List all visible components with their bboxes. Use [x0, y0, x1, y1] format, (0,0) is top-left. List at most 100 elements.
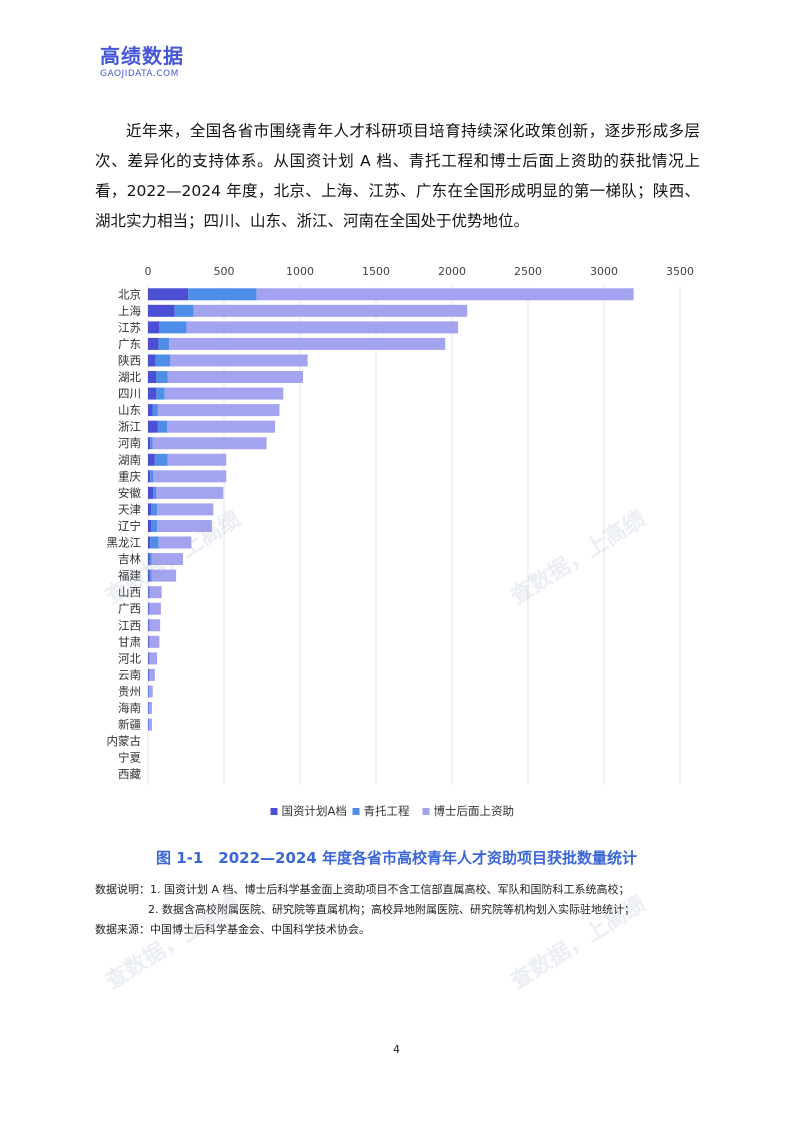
bar-segment — [148, 652, 149, 665]
bar-segment — [151, 553, 183, 566]
bar-segment — [148, 553, 150, 566]
bar-segment — [149, 569, 152, 582]
y-category-label: 上海 — [118, 304, 141, 318]
bar-segment — [167, 420, 275, 433]
y-category-label: 山东 — [118, 403, 141, 417]
bar-segment — [148, 536, 151, 549]
legend-label: 青托工程 — [364, 804, 410, 818]
y-category-label: 天津 — [118, 502, 141, 516]
figure-caption: 图 1-1 2022—2024 年度各省市高校青年人才资助项目获批数量统计 — [155, 849, 638, 867]
bar-segment — [148, 668, 149, 681]
bar-segment — [152, 437, 267, 450]
legend-label: 博士后面上资助 — [434, 804, 515, 818]
note-line-2: 2. 数据含高校附属医院、研究院等直属机构；高校异地附属医院、研究院等机构划入实… — [148, 903, 635, 916]
bar-segment — [158, 536, 192, 549]
y-category-label: 广东 — [118, 337, 141, 351]
bar-segment — [167, 371, 304, 384]
y-category-label: 河南 — [118, 436, 141, 450]
intro-paragraph: 近年来，全国各省市围绕青年人才科研项目培育持续深化政策创新，逐步形成多层次、差异… — [95, 122, 700, 230]
bar-segment — [149, 602, 161, 615]
bar-segment — [159, 321, 187, 334]
bar-segment — [148, 635, 150, 648]
bar-segment — [148, 437, 151, 450]
y-category-label: 江西 — [118, 618, 141, 632]
bar-segment — [148, 354, 156, 367]
bar-segment — [148, 586, 149, 599]
bar-segment — [152, 404, 158, 417]
bar-segment — [148, 652, 150, 665]
bar-segment — [193, 304, 468, 317]
y-category-label: 四川 — [118, 387, 141, 401]
x-tick-label: 0 — [145, 265, 152, 278]
bar-segment — [148, 337, 159, 350]
bar-segment — [149, 668, 155, 681]
bar-segment — [156, 371, 168, 384]
y-category-label: 海南 — [118, 701, 141, 715]
y-category-label: 重庆 — [118, 469, 141, 483]
bar-segment — [167, 453, 227, 466]
legend-swatch — [422, 808, 430, 815]
bar-segment — [156, 486, 224, 499]
bar-segment — [151, 519, 158, 532]
y-category-label: 宁夏 — [118, 751, 141, 765]
bar-segment — [157, 519, 212, 532]
bar-segment — [148, 453, 155, 466]
bar-segment — [148, 635, 149, 648]
data-notes: 数据说明：1. 国资计划 A 档、博士后科学基金面上资助项目不含工信部直属高校、… — [95, 880, 635, 940]
legend-swatch — [270, 808, 278, 815]
bar-segment — [149, 619, 161, 632]
x-tick-label: 3500 — [666, 265, 694, 278]
bar-segment — [148, 288, 189, 301]
bar-segment — [148, 387, 157, 400]
note-source: 数据来源：中国博士后科学基金会、中国科学技术协会。 — [95, 923, 370, 936]
bar-segment — [151, 569, 177, 582]
bar-segment — [149, 652, 158, 665]
bar-segment — [148, 420, 158, 433]
y-category-label: 吉林 — [118, 552, 141, 566]
y-category-label: 湖南 — [118, 453, 141, 467]
bar-segment — [148, 404, 153, 417]
bar-segment — [148, 470, 151, 483]
legend-label: 国资计划A档 — [282, 804, 347, 818]
x-tick-label: 500 — [214, 265, 235, 278]
y-category-label: 甘肃 — [118, 635, 141, 649]
y-category-label: 黑龙江 — [107, 536, 142, 550]
bar-segment — [148, 602, 150, 615]
x-tick-label: 1500 — [362, 265, 390, 278]
bar-segment — [186, 321, 459, 334]
bar-segment — [148, 569, 150, 582]
y-category-label: 新疆 — [118, 718, 141, 732]
bar-segment — [149, 553, 152, 566]
logo: 高绩数据 GAOJIDATA.COM — [100, 44, 184, 79]
bar-segment — [156, 387, 165, 400]
legend: 国资计划A档 青托工程 博士后面上资助 — [270, 804, 515, 818]
y-category-label: 广西 — [118, 602, 141, 616]
y-category-label: 云南 — [118, 668, 141, 682]
bar-segment — [164, 387, 284, 400]
y-category-label: 福建 — [118, 569, 141, 583]
y-category-label: 辽宁 — [118, 519, 141, 533]
bar-segment — [188, 288, 257, 301]
bar-segment — [148, 519, 152, 532]
y-category-label: 贵州 — [118, 684, 141, 698]
bar-segment — [148, 702, 152, 715]
bar-segment — [169, 337, 446, 350]
x-tick-label: 2000 — [438, 265, 466, 278]
y-category-label: 浙江 — [118, 420, 141, 434]
y-category-label: 山西 — [118, 585, 141, 599]
bar-segment — [149, 586, 162, 599]
bar-segment — [155, 354, 171, 367]
bar-segment — [148, 486, 154, 499]
bar-segment — [150, 470, 154, 483]
grid: 0 500 1000 1500 2000 2500 3000 3500 — [145, 265, 694, 785]
bar-segment — [148, 619, 150, 632]
y-category-label: 湖北 — [118, 370, 141, 384]
page-number: 4 — [393, 1043, 400, 1056]
bars: 北京上海江苏广东陕西湖北四川山东浙江河南湖南重庆安徽天津辽宁黑龙江吉林福建山西广… — [107, 287, 634, 781]
stacked-bar-chart: 0 500 1000 1500 2000 2500 3000 3500 北京上海江苏广东陕西湖北… — [107, 265, 695, 818]
note-line-1: 数据说明：1. 国资计划 A 档、博士后科学基金面上资助项目不含工信部直属高校、… — [95, 883, 630, 896]
bar-segment — [151, 503, 158, 516]
y-category-label: 内蒙古 — [107, 734, 142, 748]
bar-segment — [149, 635, 160, 648]
bar-segment — [153, 486, 157, 499]
